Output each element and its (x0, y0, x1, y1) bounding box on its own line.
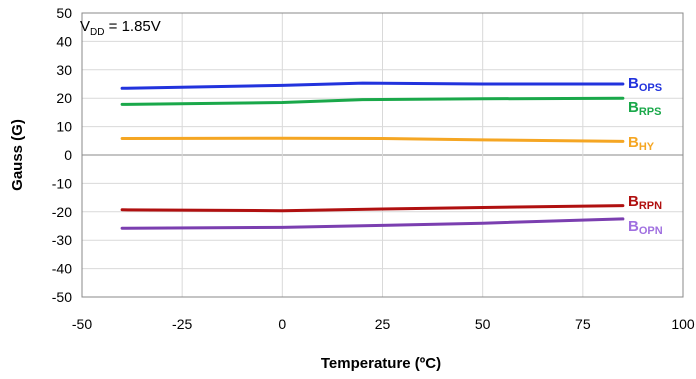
x-tick-label: 25 (375, 316, 391, 332)
series-label-sub: OPS (639, 82, 662, 94)
series-label-sub: OPN (639, 225, 663, 237)
series-label-main: B (628, 75, 639, 92)
y-tick-label: 10 (56, 119, 72, 135)
x-tick-label: -25 (172, 316, 192, 332)
series-line-rpn (120, 204, 625, 213)
x-tick-label: -50 (72, 316, 92, 332)
series-label-sub: RPS (639, 106, 662, 118)
y-tick-label: -10 (52, 175, 72, 191)
series-line-ops (120, 81, 625, 90)
series-label-main: B (628, 99, 639, 116)
y-tick-label: -50 (52, 289, 72, 305)
vdd-annotation: VDD = 1.85V (80, 18, 161, 38)
y-tick-label: -20 (52, 204, 72, 220)
y-tick-label: 20 (56, 90, 72, 106)
y-tick-label: 50 (56, 5, 72, 21)
x-tick-label: 75 (575, 316, 591, 332)
y-tick-label: -40 (52, 261, 72, 277)
x-tick-label: 50 (475, 316, 491, 332)
plot-frame (81, 12, 684, 298)
series-label-main: B (628, 134, 639, 151)
x-tick-label: 0 (278, 316, 286, 332)
series-label-main: B (628, 193, 639, 210)
series-label-opn: BOPN (628, 218, 663, 237)
series-label-sub: HY (639, 141, 655, 153)
series-line-opn (120, 217, 625, 230)
x-axis-title: Temperature (ºC) (321, 355, 441, 372)
series-label-ops: BOPS (628, 75, 662, 94)
y-tick-label: -30 (52, 232, 72, 248)
series-line-rps (120, 96, 625, 106)
x-tick-label: 100 (671, 316, 695, 332)
series-label-rps: BRPS (628, 99, 661, 118)
grid (81, 12, 684, 298)
vdd-sub: DD (90, 27, 104, 38)
series-label-sub: RPN (639, 200, 662, 212)
series-label-hy: BHY (628, 134, 655, 153)
series-lines (120, 81, 625, 230)
y-axis-title: Gauss (G) (9, 119, 26, 191)
vdd-rest: = 1.85V (104, 18, 160, 35)
y-tick-label: 0 (64, 147, 72, 163)
y-tick-label: 40 (56, 33, 72, 49)
series-line-hy (120, 136, 625, 143)
series-label-rpn: BRPN (628, 193, 662, 212)
series-label-main: B (628, 218, 639, 235)
vdd-main: V (80, 18, 90, 35)
y-tick-label: 30 (56, 62, 72, 78)
